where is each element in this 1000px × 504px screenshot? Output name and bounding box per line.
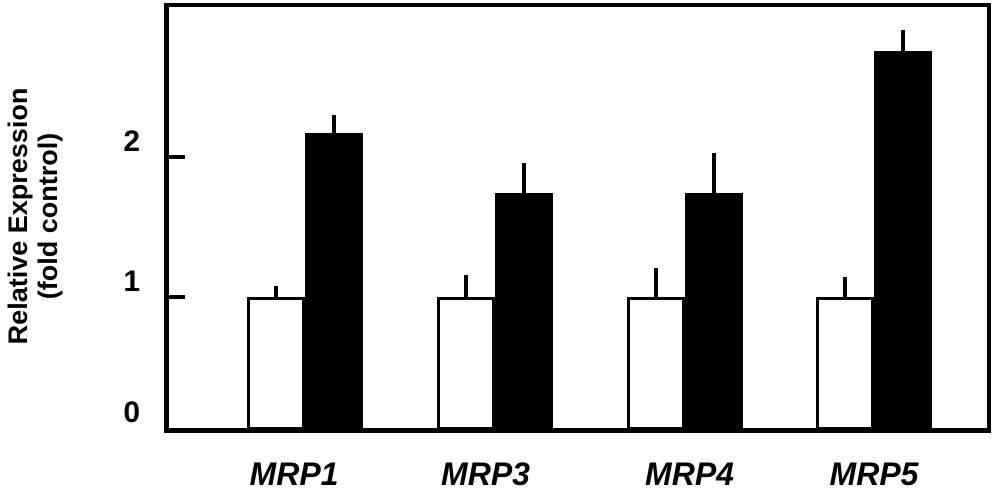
error-bar-mrp3-filled [521, 162, 526, 198]
plot-area [164, 3, 991, 433]
error-bar-mrp5-filled [901, 29, 905, 55]
y-axis-tick-1 [169, 295, 185, 299]
y-axis-tick-2 [169, 155, 185, 159]
error-bar-mrp4-filled [711, 152, 716, 198]
y-axis-title-line-2: (fold control) [33, 132, 63, 300]
error-bar-mrp1-filled [332, 115, 336, 138]
y-axis-title: Relative Expression (fold control) [3, 88, 63, 345]
x-tick-label-mrp5: MRP5 [829, 456, 919, 492]
bar-mrp1-filled [305, 133, 363, 430]
bar-mrp4-open [626, 297, 685, 430]
x-tick-label-mrp3: MRP3 [441, 456, 530, 492]
x-tick-label-mrp1: MRP1 [249, 456, 339, 492]
bar-mrp1-open [247, 297, 305, 430]
bar-mrp4-filled [684, 193, 743, 430]
error-bar-mrp3-open [463, 274, 468, 301]
bar-mrp3-open [436, 297, 495, 430]
y-tick-label-1: 1 [123, 265, 140, 298]
bar-mrp5-filled [874, 50, 932, 430]
y-tick-label-0: 0 [123, 396, 140, 429]
x-tick-label-mrp4: MRP4 [645, 456, 734, 492]
y-axis-title-line-1: Relative Expression [3, 87, 33, 345]
y-tick-label-2: 2 [123, 125, 140, 158]
bar-mrp5-open [816, 297, 874, 430]
error-bar-mrp4-open [653, 267, 658, 301]
error-bar-mrp1-open [274, 285, 278, 301]
bar-mrp3-filled [494, 193, 553, 430]
error-bar-mrp5-open [843, 277, 847, 301]
